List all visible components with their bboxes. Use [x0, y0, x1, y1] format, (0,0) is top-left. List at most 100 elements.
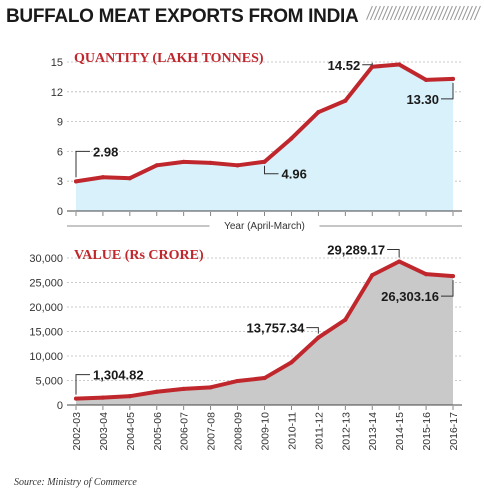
value-data-label: 1,304.82	[93, 368, 144, 383]
quantity-point	[451, 76, 455, 81]
x-tick-label: 2011-12	[313, 412, 325, 450]
value-point	[127, 394, 132, 399]
stripe-hatch	[445, 5, 453, 21]
value-point	[181, 386, 186, 391]
value-area	[76, 261, 453, 405]
stripe-hatch	[429, 5, 437, 21]
quantity-line-segment	[127, 163, 159, 181]
stripe-hatch	[401, 5, 409, 21]
value-line-segment	[343, 273, 375, 322]
quantity-line-segment	[74, 175, 105, 184]
value-point	[316, 335, 321, 340]
value-data-label: 26,303.16	[381, 289, 439, 304]
stripe-hatch	[457, 5, 465, 21]
stripe-hatch	[413, 5, 421, 21]
quantity-area	[76, 64, 453, 211]
stripe-hatch	[469, 5, 477, 21]
quantity-point	[397, 62, 402, 67]
x-tick-label: 2003-04	[98, 412, 110, 451]
stripe-hatch	[461, 5, 469, 21]
title-stripe	[364, 4, 481, 22]
x-axis-label: Year (April-March)	[224, 221, 305, 232]
value-point	[370, 273, 375, 278]
quantity-line-segment	[424, 76, 455, 82]
stripe-hatch	[405, 5, 413, 21]
x-tick-label: 2015-16	[421, 412, 433, 451]
value-leader-line	[75, 374, 90, 395]
stripe-hatch	[441, 5, 449, 21]
stripe-hatch	[425, 5, 433, 21]
value-line-segment	[235, 376, 267, 383]
quantity-line-segment	[370, 62, 402, 69]
quantity-data-label: 4.96	[282, 167, 307, 182]
value-point	[235, 378, 240, 383]
value-point	[262, 376, 267, 381]
value-data-label: 13,757.34	[247, 321, 306, 336]
x-tick-label: 2016-17	[448, 412, 460, 451]
quantity-panel: 0 3 6 9 12 15 QUANTITY (LAKH TONNES) 2.98 4.96 14…	[51, 51, 462, 218]
stripe-hatch	[453, 5, 461, 21]
x-tick-label: 2013-14	[367, 412, 379, 451]
stripe-hatch	[397, 5, 405, 21]
quantity-point	[100, 175, 105, 180]
quantity-y-tick-label: 0	[57, 206, 63, 218]
value-point	[343, 317, 348, 322]
value-line-segment	[154, 386, 186, 394]
quantity-line-segment	[262, 136, 294, 164]
value-line-segment	[316, 317, 348, 340]
quantity-leader-line	[362, 62, 373, 66]
quantity-point	[424, 77, 429, 82]
quantity-line-segment	[154, 159, 186, 168]
value-line-segment	[208, 378, 240, 390]
stripe-hatch	[365, 5, 373, 21]
stripe-hatch	[393, 5, 401, 21]
value-point	[208, 385, 213, 390]
chart-title: BUFFALO MEAT EXPORTS FROM INDIA	[6, 6, 359, 27]
value-y-tick-label: 30,000	[29, 253, 63, 265]
value-data-label: 29,289.17	[327, 242, 385, 257]
quantity-line-segment	[397, 62, 429, 82]
x-tick-label: 2012-13	[340, 412, 352, 451]
quantity-line-segment	[343, 64, 375, 103]
quantity-panel-title: QUANTITY (LAKH TONNES)	[74, 51, 264, 66]
stripe-hatch	[389, 5, 397, 21]
quantity-line-segment	[181, 159, 213, 165]
quantity-data-label: 14.52	[328, 58, 361, 73]
quantity-point	[235, 163, 240, 168]
x-axis: Year (April-March) 2002-03 2003-04 2004-05 2…	[67, 212, 462, 451]
value-point	[397, 259, 402, 264]
quantity-line-segment	[100, 175, 132, 181]
quantity-line-segment	[208, 160, 240, 168]
stripe-hatch	[449, 5, 457, 21]
value-y-tick-label: 15,000	[29, 327, 63, 339]
quantity-point	[154, 163, 159, 168]
stripe-hatch	[473, 5, 481, 21]
value-line-segment	[127, 389, 159, 399]
x-tick-label: 2006-07	[179, 412, 191, 451]
quantity-point	[289, 136, 294, 141]
quantity-line-segment	[316, 98, 348, 115]
stripe-hatch	[373, 5, 381, 21]
value-point	[451, 274, 455, 279]
value-panel-title: VALUE (Rs CRORE)	[74, 248, 204, 263]
stripe-hatch	[409, 5, 417, 21]
x-tick-label: 2009-10	[260, 412, 272, 451]
quantity-data-label: 13.30	[406, 92, 439, 107]
quantity-point	[74, 179, 78, 184]
value-point	[154, 389, 159, 394]
quantity-point	[127, 176, 132, 181]
x-tick-label: 2002-03	[71, 412, 83, 451]
x-tick-label: 2008-09	[233, 412, 245, 451]
value-y-tick-label: 25,000	[29, 278, 63, 290]
value-leader-line	[306, 327, 319, 334]
stripe-hatch	[437, 5, 445, 21]
stripe-hatch	[421, 5, 429, 21]
quantity-line-segment	[289, 110, 321, 141]
value-line-segment	[424, 272, 455, 279]
x-tick-label: 2005-06	[152, 412, 164, 451]
quantity-leader-line	[441, 82, 454, 100]
value-line-segment	[181, 385, 213, 391]
value-leader-line	[441, 280, 454, 297]
stripe-hatch	[417, 5, 425, 21]
quantity-y-tick-label: 12	[51, 87, 63, 99]
